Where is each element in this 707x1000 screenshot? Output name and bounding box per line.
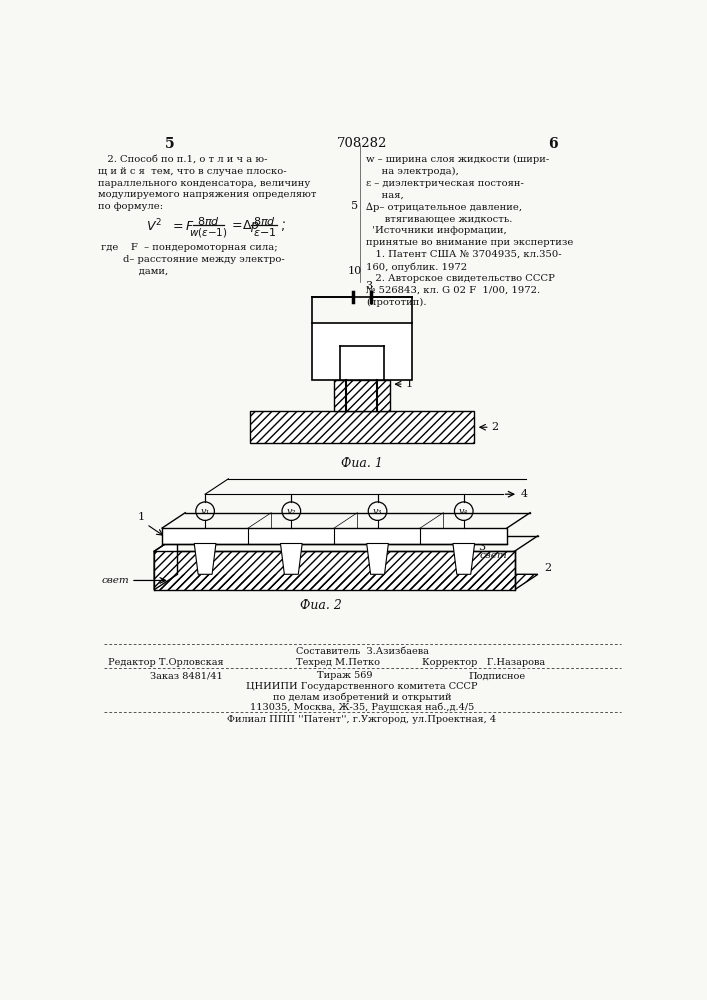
Polygon shape: [281, 544, 302, 574]
Text: 5: 5: [351, 201, 358, 211]
Text: w – ширина слоя жидкости (шири-: w – ширина слоя жидкости (шири-: [366, 155, 549, 164]
Text: модулируемого напряжения определяют: модулируемого напряжения определяют: [98, 190, 316, 199]
Text: 'Источники информации,: 'Источники информации,: [366, 226, 507, 235]
Bar: [334, 380, 390, 411]
Bar: [312, 323, 412, 380]
Polygon shape: [154, 551, 515, 590]
Text: Редактор Т.Орловская: Редактор Т.Орловская: [107, 658, 223, 667]
Text: параллельного конденсатора, величину: параллельного конденсатора, величину: [98, 179, 310, 188]
Text: щ и й с я  тем, что в случае плоско-: щ и й с я тем, что в случае плоско-: [98, 167, 286, 176]
Text: 10: 10: [348, 266, 362, 276]
Text: 3: 3: [478, 542, 485, 552]
Text: v₁: v₁: [200, 507, 210, 516]
Polygon shape: [453, 544, 474, 574]
Text: ∆р– отрицательное давление,: ∆р– отрицательное давление,: [366, 202, 522, 212]
Text: $8\pi d$: $8\pi d$: [197, 215, 220, 227]
Text: Подписное: Подписное: [468, 671, 525, 680]
Text: v₂: v₂: [286, 507, 296, 516]
Bar: [162, 528, 507, 544]
Text: свет: свет: [479, 551, 507, 560]
Text: на электрода),: на электрода),: [366, 167, 459, 176]
Text: $,$: $,$: [280, 220, 284, 233]
Text: Тираж 569: Тираж 569: [317, 671, 373, 680]
Text: $\cdot$: $\cdot$: [281, 215, 286, 228]
Text: 1. Патент США № 3704935, кл.350-: 1. Патент США № 3704935, кл.350-: [366, 250, 561, 259]
Text: 1: 1: [405, 379, 412, 389]
Text: $V^2$: $V^2$: [146, 218, 163, 235]
Polygon shape: [367, 544, 388, 574]
Text: 6: 6: [549, 137, 559, 151]
Text: $\varepsilon{-}1$: $\varepsilon{-}1$: [252, 226, 276, 238]
Text: Составитель  З.Азизбаева: Составитель З.Азизбаева: [296, 647, 428, 656]
Text: 113035, Москва, Ж-35, Раушская наб.,д.4/5: 113035, Москва, Ж-35, Раушская наб.,д.4/…: [250, 702, 474, 712]
Text: $=\!\Delta p$: $=\!\Delta p$: [228, 218, 260, 234]
Text: ная,: ная,: [366, 190, 404, 199]
Polygon shape: [194, 544, 216, 574]
Text: 2. Авторское свидетельство СССР: 2. Авторское свидетельство СССР: [366, 274, 555, 283]
Text: (прототип).: (прототип).: [366, 298, 426, 307]
Text: дами,: дами,: [98, 267, 168, 276]
Text: 2: 2: [544, 563, 551, 573]
Text: Фиа. 2: Фиа. 2: [300, 599, 341, 612]
Text: 160, опублик. 1972: 160, опублик. 1972: [366, 262, 467, 272]
Text: v₄: v₄: [459, 507, 469, 516]
Bar: [334, 380, 390, 411]
Text: Техред М.Петко: Техред М.Петко: [296, 658, 380, 667]
Text: Филиал ППП ''Патент'', г.Ужгород, ул.Проектная, 4: Филиал ППП ''Патент'', г.Ужгород, ул.Про…: [228, 715, 496, 724]
Bar: [250, 411, 474, 443]
Text: принятые во внимание при экспертизе: принятые во внимание при экспертизе: [366, 238, 573, 247]
Text: 3: 3: [365, 281, 372, 291]
Text: $=F$: $=F$: [170, 220, 194, 233]
Text: Корректор   Г.Назарова: Корректор Г.Назарова: [421, 658, 545, 667]
Text: 5: 5: [165, 137, 175, 151]
Text: d– расстояние между электро-: d– расстояние между электро-: [98, 255, 284, 264]
Text: свет: свет: [102, 576, 129, 585]
Text: по формуле:: по формуле:: [98, 202, 163, 211]
Polygon shape: [154, 574, 538, 590]
Text: 1: 1: [138, 512, 145, 522]
Text: по делам изобретений и открытий: по делам изобретений и открытий: [273, 692, 451, 702]
Text: ε – диэлектрическая постоян-: ε – диэлектрическая постоян-: [366, 179, 524, 188]
Text: где    F  – пондеромоторная сила;: где F – пондеромоторная сила;: [98, 243, 277, 252]
Text: ЦНИИПИ Государственного комитета СССР: ЦНИИПИ Государственного комитета СССР: [246, 682, 478, 691]
Text: v₃: v₃: [373, 507, 382, 516]
Polygon shape: [154, 536, 177, 590]
Text: Заказ 8481/41: Заказ 8481/41: [151, 671, 223, 680]
Text: 708282: 708282: [337, 137, 387, 150]
Text: № 526843, кл. G 02 F  1/00, 1972.: № 526843, кл. G 02 F 1/00, 1972.: [366, 286, 540, 295]
Text: 4: 4: [520, 489, 527, 499]
Text: Фиа. 1: Фиа. 1: [341, 457, 383, 470]
Text: 2: 2: [491, 422, 498, 432]
Bar: [250, 411, 474, 443]
Text: 2. Способ по п.1, о т л и ч а ю-: 2. Способ по п.1, о т л и ч а ю-: [98, 155, 267, 164]
Text: $8\pi d$: $8\pi d$: [253, 215, 276, 227]
Text: $w(\varepsilon{-}1)$: $w(\varepsilon{-}1)$: [189, 226, 228, 239]
Text: втягивающее жидкость.: втягивающее жидкость.: [366, 214, 512, 223]
